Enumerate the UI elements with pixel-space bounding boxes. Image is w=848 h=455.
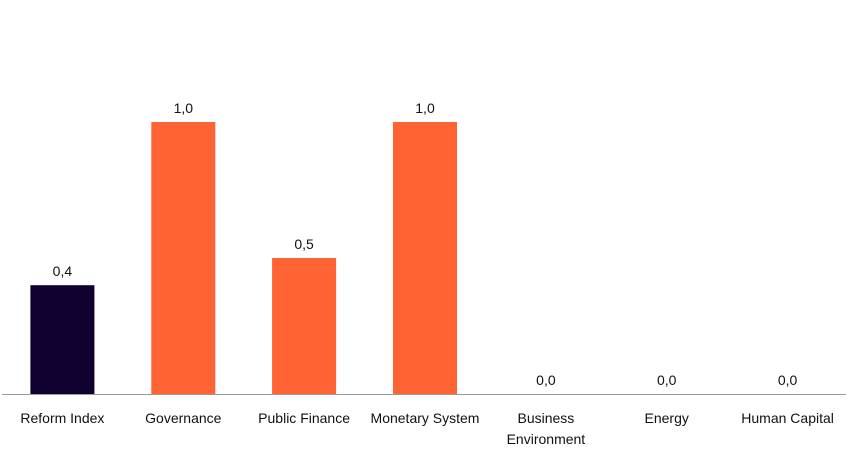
data-label: 0,0 — [657, 372, 677, 388]
category-tick-label: Monetary System — [371, 410, 480, 426]
category-tick-label: Reform Index — [20, 410, 104, 426]
data-label: 0,4 — [53, 263, 73, 279]
bar-public-finance — [272, 258, 337, 394]
category-tick-label: Governance — [145, 410, 221, 426]
bar-governance — [151, 122, 216, 394]
data-label: 0,0 — [778, 372, 798, 388]
category-tick-label: Human Capital — [741, 410, 834, 426]
category-tick-label: Energy — [645, 410, 689, 426]
data-label: 0,0 — [536, 372, 556, 388]
data-label: 0,5 — [294, 236, 314, 252]
data-label: 1,0 — [415, 100, 435, 116]
bar-reform-index — [30, 285, 95, 394]
bar-monetary-system — [393, 122, 457, 394]
category-tick-label: Business Environment — [507, 410, 586, 447]
data-label: 1,0 — [174, 100, 194, 116]
category-tick-label: Public Finance — [258, 410, 350, 426]
